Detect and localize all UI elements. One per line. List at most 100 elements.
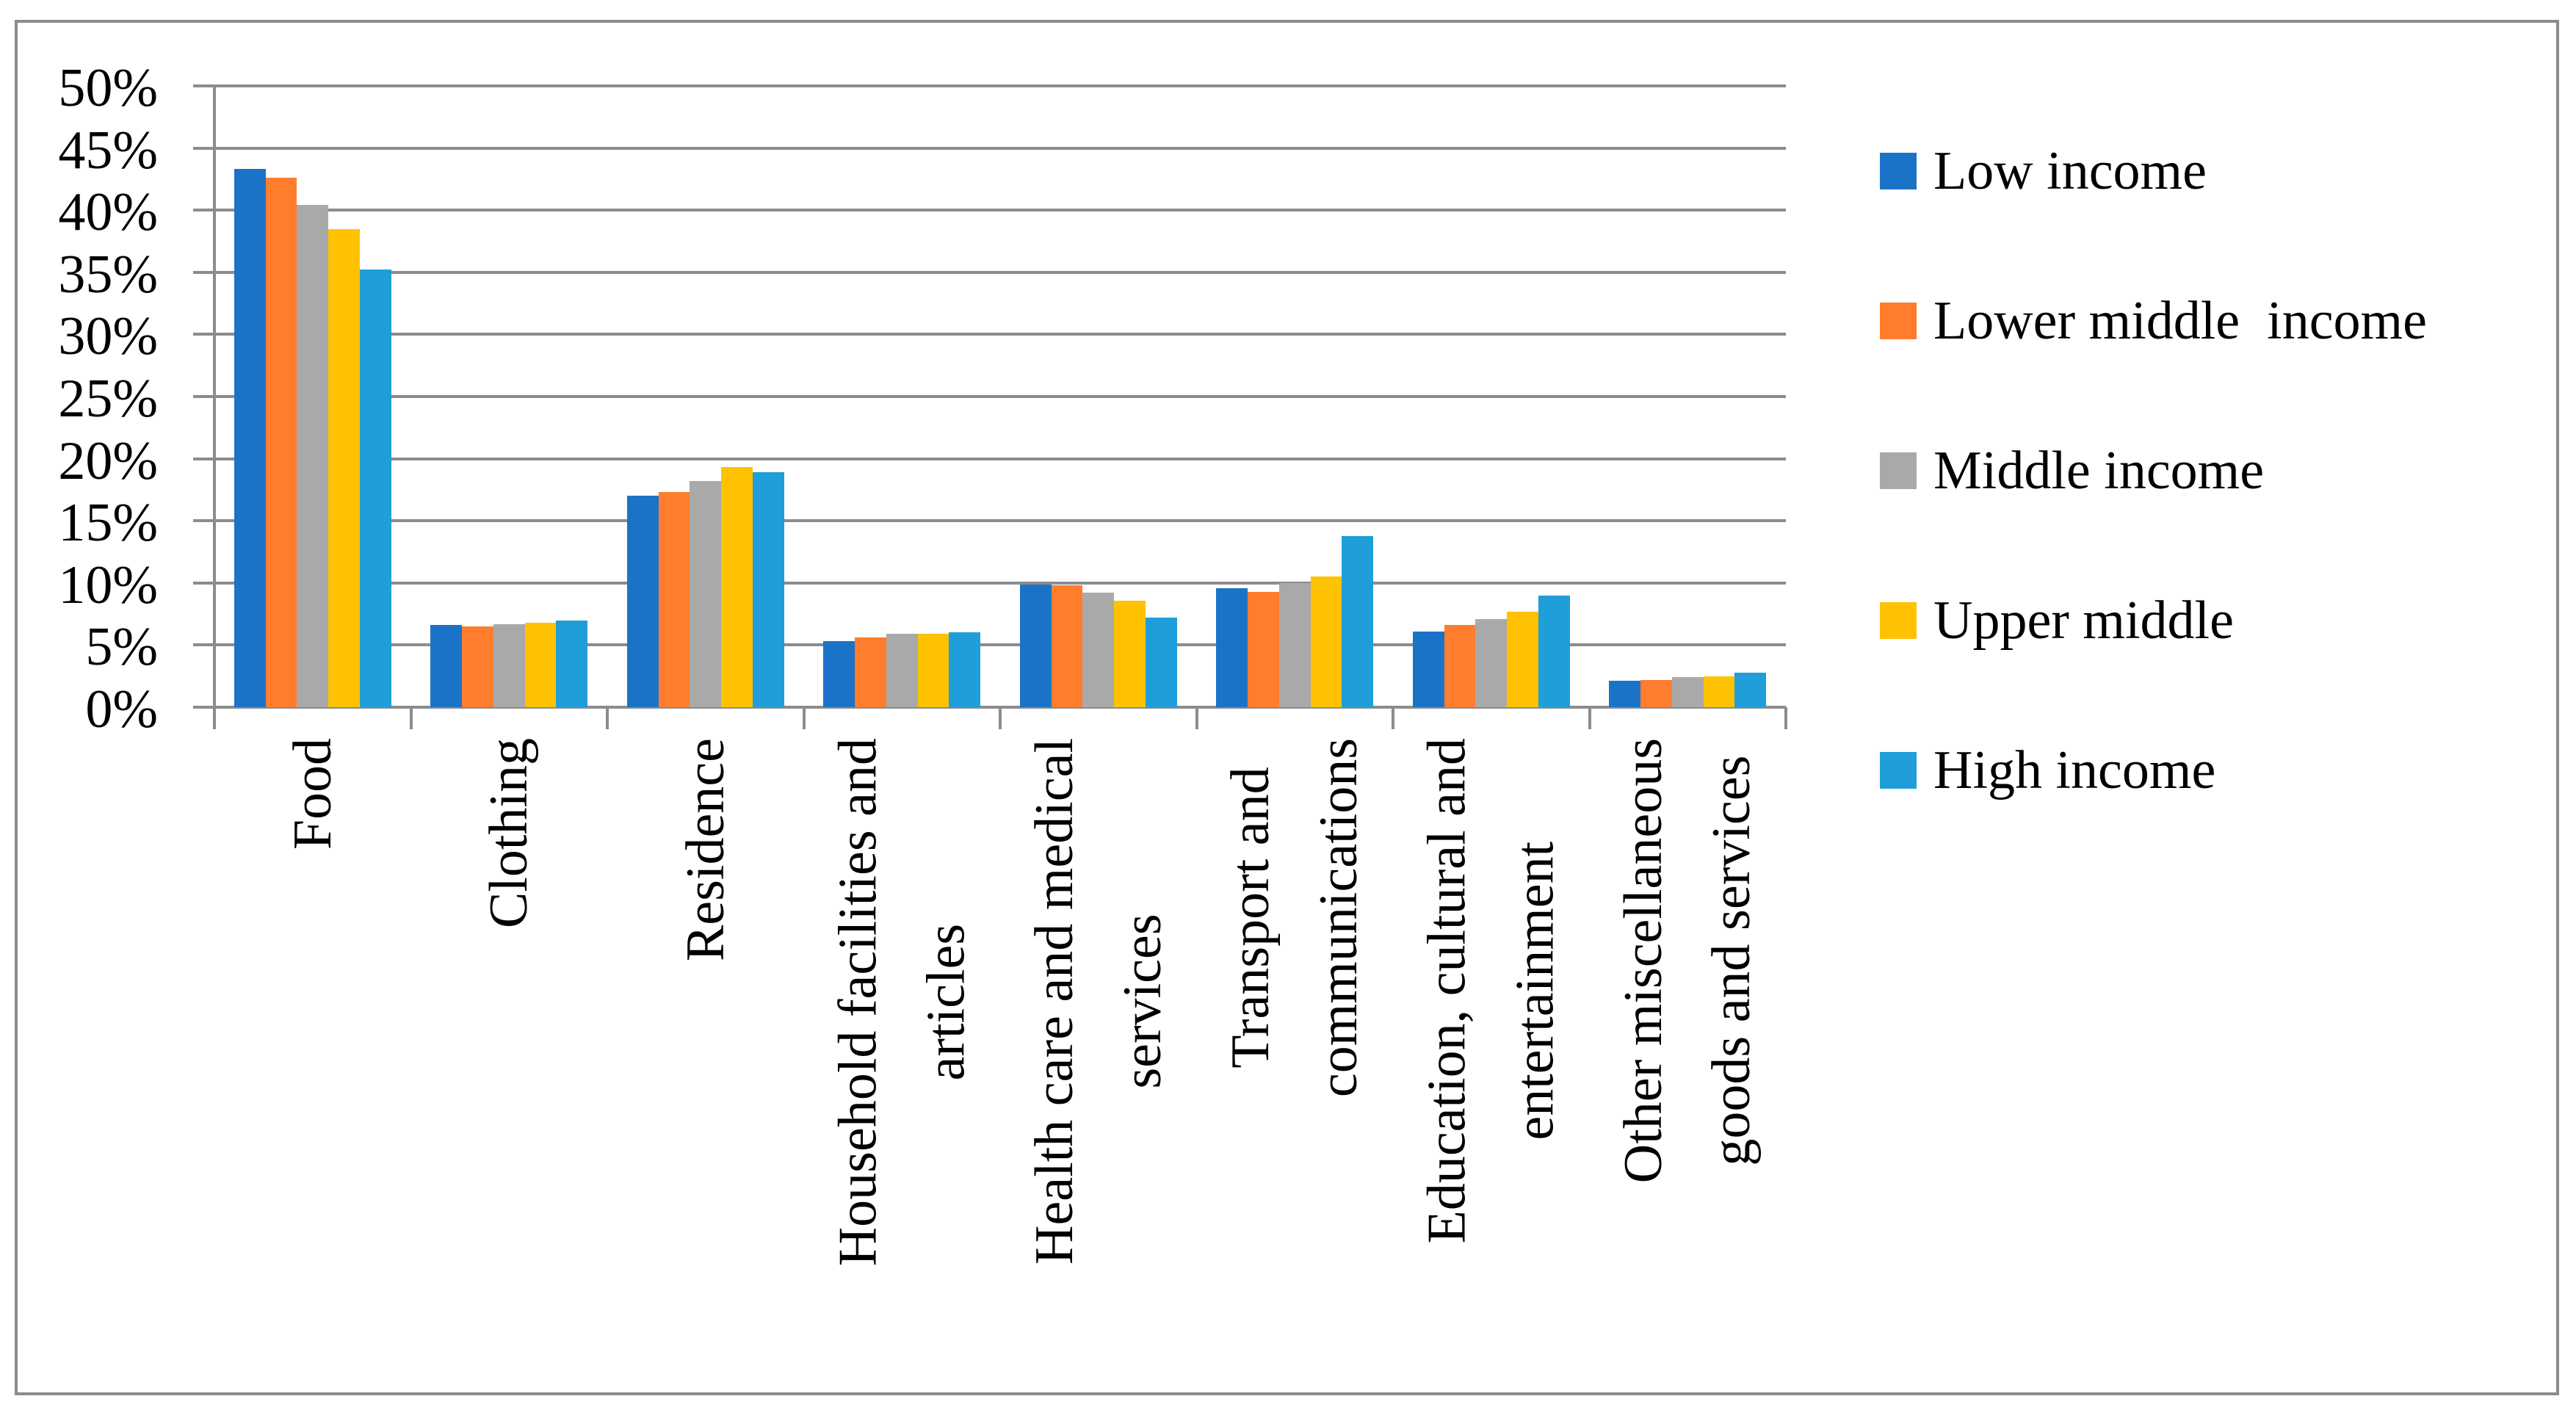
legend-swatch-icon — [1880, 602, 1917, 639]
category-label-5: Health care and medical services — [1024, 738, 1173, 1265]
legend-item-middle-income: Middle income — [1880, 441, 2265, 501]
bar-group-5 — [1000, 86, 1197, 707]
y-axis-line — [213, 86, 216, 727]
bar-low-income-cat8 — [1609, 681, 1641, 707]
category-tick-4 — [999, 707, 1002, 729]
bar-high-income-cat2 — [556, 620, 588, 707]
legend-swatch-icon — [1880, 303, 1917, 339]
gridline-15 — [193, 519, 1786, 523]
bar-lower-middle-income-cat8 — [1640, 679, 1672, 707]
bar-low-income-cat3 — [626, 496, 659, 707]
bar-group-1 — [214, 86, 411, 707]
bar-group-7 — [1393, 86, 1590, 707]
bar-low-income-cat6 — [1216, 587, 1248, 707]
legend-label: Middle income — [1933, 441, 2265, 501]
category-label-1: Food — [282, 738, 343, 850]
legend-swatch-icon — [1880, 153, 1917, 189]
bar-upper-middle-cat7 — [1507, 611, 1538, 707]
y-tick-label-0: 0% — [85, 679, 158, 740]
bar-upper-middle-cat6 — [1310, 576, 1342, 707]
gridline-30 — [193, 333, 1786, 336]
bar-middle-income-cat5 — [1082, 593, 1115, 707]
bar-high-income-cat8 — [1734, 672, 1767, 707]
bar-upper-middle-cat3 — [721, 467, 753, 707]
bar-lower-middle-income-cat1 — [265, 178, 297, 707]
legend-label: Upper middle — [1933, 590, 2234, 651]
category-label-7: Education, cultural and entertainment — [1417, 738, 1566, 1244]
bar-lower-middle-income-cat6 — [1248, 591, 1279, 707]
bar-upper-middle-cat5 — [1114, 600, 1146, 707]
bar-low-income-cat5 — [1019, 584, 1052, 707]
legend-label: High income — [1933, 740, 2216, 800]
bar-high-income-cat4 — [949, 632, 981, 707]
legend-item-lower-middle-income: Lower middle income — [1880, 291, 2427, 351]
bar-lower-middle-income-cat2 — [462, 626, 493, 707]
y-tick-label-10: 10% — [58, 554, 158, 615]
y-tick-label-40: 40% — [58, 182, 158, 243]
bar-lower-middle-income-cat7 — [1444, 625, 1476, 707]
bar-group-8 — [1590, 86, 1787, 707]
bar-high-income-cat1 — [359, 270, 391, 707]
category-tick-8 — [1784, 707, 1787, 729]
category-label-3: Residence — [675, 738, 736, 962]
plot-area — [193, 84, 1787, 709]
gridline-20 — [193, 457, 1786, 460]
bar-middle-income-cat8 — [1671, 677, 1704, 707]
category-label-4: Household facilities and articles — [828, 738, 977, 1267]
gridline-10 — [193, 581, 1786, 585]
chart-outer-border — [15, 20, 2559, 1395]
y-tick-label-25: 25% — [58, 369, 158, 429]
bar-low-income-cat1 — [234, 169, 266, 707]
legend-item-high-income: High income — [1880, 740, 2216, 800]
bar-middle-income-cat7 — [1475, 618, 1508, 707]
bar-lower-middle-income-cat5 — [1051, 585, 1083, 707]
y-tick-label-45: 45% — [58, 120, 158, 181]
bar-group-6 — [1197, 86, 1394, 707]
category-tick-7 — [1588, 707, 1591, 729]
category-tick-1 — [409, 707, 413, 729]
bar-upper-middle-cat4 — [917, 634, 949, 707]
gridline-45 — [193, 146, 1786, 150]
legend-label: Lower middle income — [1933, 291, 2427, 351]
category-label-6: Transport and communications — [1220, 738, 1370, 1098]
bar-group-2 — [411, 86, 608, 707]
bar-middle-income-cat3 — [690, 481, 722, 707]
bar-middle-income-cat4 — [886, 634, 918, 707]
gridline-40 — [193, 209, 1786, 212]
bar-lower-middle-income-cat4 — [855, 637, 886, 707]
y-tick-label-35: 35% — [58, 244, 158, 305]
category-tick-5 — [1195, 707, 1198, 729]
gridline-5 — [193, 643, 1786, 647]
y-tick-label-50: 50% — [58, 58, 158, 118]
category-label-8: Other miscellaneous goods and services — [1613, 738, 1762, 1184]
category-tick-3 — [802, 707, 806, 729]
bar-low-income-cat4 — [823, 641, 855, 707]
legend-swatch-icon — [1880, 752, 1917, 789]
bar-upper-middle-cat2 — [524, 622, 557, 707]
y-tick-label-5: 5% — [85, 617, 158, 678]
bar-upper-middle-cat1 — [328, 228, 360, 707]
gridline-25 — [193, 395, 1786, 398]
bar-middle-income-cat1 — [297, 205, 329, 707]
bar-group-4 — [804, 86, 1001, 707]
category-label-2: Clothing — [479, 738, 540, 929]
category-tick-6 — [1392, 707, 1394, 729]
y-tick-label-15: 15% — [58, 493, 158, 554]
gridline-35 — [193, 270, 1786, 274]
legend-item-low-income: Low income — [1880, 141, 2207, 201]
y-tick-label-30: 30% — [58, 306, 158, 367]
category-tick-2 — [606, 707, 609, 729]
legend-label: Low income — [1933, 141, 2207, 201]
bar-high-income-cat7 — [1538, 595, 1570, 707]
bar-low-income-cat7 — [1412, 631, 1444, 707]
bar-low-income-cat2 — [430, 625, 463, 707]
x-axis-line — [193, 706, 1786, 709]
bar-lower-middle-income-cat3 — [658, 492, 690, 707]
gridline-50 — [193, 84, 1786, 87]
bar-group-3 — [607, 86, 804, 707]
legend-swatch-icon — [1880, 452, 1917, 489]
bar-middle-income-cat6 — [1278, 582, 1311, 707]
y-tick-label-20: 20% — [58, 430, 158, 491]
bar-high-income-cat3 — [752, 472, 784, 707]
